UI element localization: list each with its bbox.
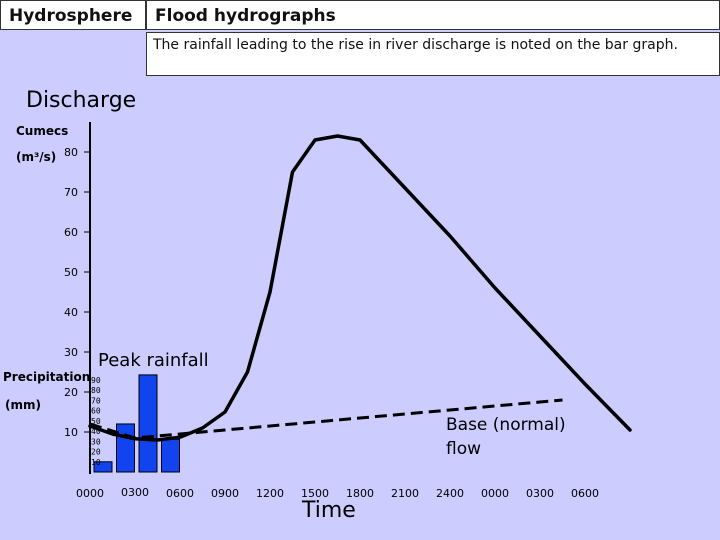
x-tick-label: 1200 bbox=[256, 487, 284, 500]
precip-tick-label: 10 bbox=[91, 458, 101, 467]
x-tick-label: 0300 bbox=[121, 486, 149, 499]
y-tick-label: 10 bbox=[64, 426, 78, 439]
y-tick-label: 60 bbox=[64, 226, 78, 239]
precip-tick-label: 50 bbox=[91, 417, 101, 426]
precip-tick-label: 90 bbox=[91, 376, 101, 385]
x-tick-label: 2400 bbox=[436, 487, 464, 500]
tab-hydrosphere[interactable]: Hydrosphere bbox=[0, 0, 146, 30]
chart-title: Discharge bbox=[26, 88, 137, 113]
x-tick-label: 1800 bbox=[346, 487, 374, 500]
x-tick-label: 0000 bbox=[481, 487, 509, 500]
base-flow-line bbox=[89, 398, 563, 440]
x-tick-label: 0600 bbox=[571, 487, 599, 500]
x-axis-label: Time bbox=[302, 498, 356, 523]
y-tick-label: 20 bbox=[64, 386, 78, 399]
precipitation-bar bbox=[138, 374, 158, 473]
precipitation-bar bbox=[93, 461, 113, 473]
x-tick-label: 2100 bbox=[391, 487, 419, 500]
y-tick-label: 30 bbox=[64, 346, 78, 359]
precip-tick-label: 70 bbox=[91, 396, 101, 405]
precipitation-bar bbox=[116, 423, 135, 473]
y-tick-label: 80 bbox=[64, 146, 78, 159]
y-tick-label: 50 bbox=[64, 266, 78, 279]
y-axis-label-units: Cumecs bbox=[16, 124, 69, 138]
base-flow-annotation: Base (normal) flow bbox=[446, 415, 566, 459]
x-tick-label: 0000 bbox=[76, 487, 104, 500]
peak-rainfall-annotation: Peak rainfall bbox=[98, 350, 209, 371]
precip-tick-label: 60 bbox=[91, 407, 101, 416]
x-tick-label: 1500 bbox=[301, 487, 329, 500]
precip-tick-label: 40 bbox=[91, 427, 101, 436]
precip-tick-label: 80 bbox=[91, 386, 101, 395]
precip-tick-label: 20 bbox=[91, 448, 101, 457]
y-tick-label: 40 bbox=[64, 306, 78, 319]
y-tick-label: 70 bbox=[64, 186, 78, 199]
x-tick-label: 0300 bbox=[526, 487, 554, 500]
y-axis-label-symbol: (m³/s) bbox=[16, 150, 57, 164]
discharge-line bbox=[88, 134, 632, 442]
x-tick-label: 0600 bbox=[166, 487, 194, 500]
x-tick-label: 0900 bbox=[211, 487, 239, 500]
precipitation-bar bbox=[161, 438, 180, 473]
precipitation-unit-label: (mm) bbox=[5, 398, 41, 412]
precip-tick-label: 30 bbox=[91, 437, 101, 446]
precipitation-label: Precipitation bbox=[3, 370, 91, 384]
note-box: The rainfall leading to the rise in rive… bbox=[146, 32, 720, 76]
tab-flood-hydrographs[interactable]: Flood hydrographs bbox=[146, 0, 720, 30]
